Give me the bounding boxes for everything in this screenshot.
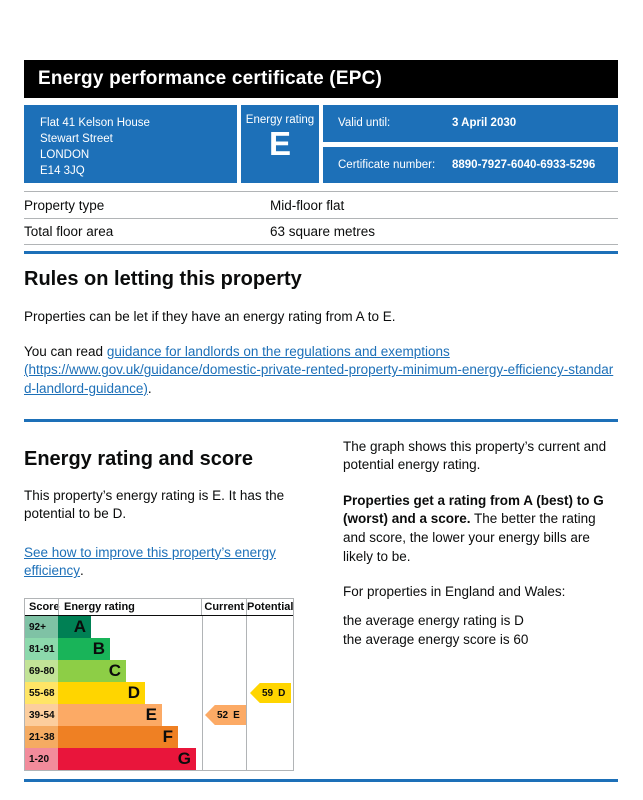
page-banner: Energy performance certificate (EPC) bbox=[24, 60, 618, 98]
floor-area-label: Total floor area bbox=[24, 224, 114, 239]
chart-body: 92+ A 81-91 B 69-80 C 55-68 bbox=[25, 616, 293, 770]
band-row-a: 92+ A bbox=[25, 616, 202, 638]
band-bar-c: C bbox=[58, 660, 126, 682]
band-bar-e: E bbox=[58, 704, 162, 726]
certificate-number-label: Certificate number: bbox=[338, 158, 436, 171]
page-title: Energy performance certificate (EPC) bbox=[38, 68, 383, 89]
chart-header-rating: Energy rating bbox=[58, 599, 201, 615]
certificate-number-box: Certificate number: 8890-7927-6040-6933-… bbox=[323, 146, 618, 183]
rules-heading: Rules on letting this property bbox=[24, 268, 302, 290]
guidance-prefix: You can read bbox=[24, 343, 107, 359]
certificate-number-value: 8890-7927-6040-6933-5296 bbox=[452, 158, 596, 171]
address-line-1: Flat 41 Kelson House bbox=[40, 117, 150, 129]
band-bar-f: F bbox=[58, 726, 178, 748]
rating-section: Energy rating and score This property’s … bbox=[24, 434, 618, 772]
property-address: Flat 41 Kelson House Stewart Street LOND… bbox=[24, 105, 237, 183]
chart-header-current: Current bbox=[201, 599, 246, 615]
chart-header-score: Score bbox=[29, 601, 60, 613]
potential-rating-marker: 59 D bbox=[250, 683, 291, 703]
energy-rating-value: E bbox=[268, 125, 291, 162]
current-score: 52 bbox=[217, 709, 229, 721]
band-score-range: 69-80 bbox=[25, 660, 58, 682]
valid-until-label: Valid until: bbox=[338, 117, 391, 130]
property-type-value: Mid-floor flat bbox=[270, 197, 345, 213]
rating-right-column: The graph shows this property’s current … bbox=[343, 434, 618, 772]
band-row-b: 81-91 B bbox=[25, 638, 202, 660]
rules-paragraph: Properties can be let if they have an en… bbox=[24, 309, 396, 324]
section-divider bbox=[24, 251, 618, 254]
band-score-range: 21-38 bbox=[25, 726, 58, 748]
rating-heading: Energy rating and score bbox=[24, 447, 253, 470]
band-score-range: 1-20 bbox=[25, 748, 58, 770]
table-row: Total floor area 63 square metres bbox=[24, 218, 618, 245]
band-bar-b: B bbox=[58, 638, 110, 660]
energy-rating-box: Energy rating E bbox=[241, 105, 319, 183]
section-divider bbox=[24, 418, 618, 422]
band-bar-d: D bbox=[58, 682, 145, 704]
rating-explanation-rest: The better the rating and score, the low… bbox=[343, 511, 596, 564]
validity-column: Valid until: 3 April 2030 Certificate nu… bbox=[323, 105, 618, 183]
rating-bands: 92+ A 81-91 B 69-80 C 55-68 bbox=[25, 616, 202, 770]
chart-header-potential: Potential bbox=[246, 599, 294, 615]
band-row-g: 1-20 G bbox=[25, 748, 202, 770]
potential-score: 59 bbox=[262, 687, 274, 699]
chart-header-row: Score Energy rating Current Potential bbox=[25, 599, 293, 616]
band-row-f: 21-38 F bbox=[25, 726, 202, 748]
band-score-range: 39-54 bbox=[25, 704, 58, 726]
table-row: Property type Mid-floor flat bbox=[24, 191, 618, 218]
band-row-e: 39-54 E bbox=[25, 704, 202, 726]
property-facts-table: Property type Mid-floor flat Total floor… bbox=[24, 191, 618, 245]
address-line-3: LONDON bbox=[40, 149, 90, 162]
valid-until-value: 3 April 2030 bbox=[452, 117, 517, 130]
landlord-guidance-url-link[interactable]: (https://www.gov.uk/guidance/domestic-pr… bbox=[24, 362, 614, 396]
rules-section: Rules on letting this property Propertie… bbox=[24, 268, 618, 399]
current-rating-marker: 52 E bbox=[205, 705, 246, 725]
average-score-line: the average energy score is 60 bbox=[343, 631, 529, 647]
epc-rating-chart: Score Energy rating Current Potential 92… bbox=[24, 598, 294, 771]
band-row-d: 55-68 D bbox=[25, 682, 202, 704]
band-bar-g: G bbox=[58, 748, 196, 770]
current-column bbox=[201, 616, 247, 770]
landlord-guidance-link[interactable]: guidance for landlords on the regulation… bbox=[106, 343, 450, 359]
improve-efficiency-link[interactable]: See how to improve this property’s energ… bbox=[24, 544, 276, 579]
guidance-suffix: . bbox=[147, 380, 152, 396]
potential-band: D bbox=[278, 687, 286, 699]
rules-guidance-paragraph: You can read guidance for landlords on t… bbox=[24, 343, 618, 399]
graph-description: The graph shows this property’s current … bbox=[343, 438, 607, 473]
certificate-summary: Flat 41 Kelson House Stewart Street LOND… bbox=[24, 105, 618, 183]
rating-left-column: Energy rating and score This property’s … bbox=[24, 434, 325, 771]
potential-column bbox=[246, 616, 293, 770]
average-stats: the average energy rating is D the avera… bbox=[343, 612, 618, 649]
section-divider bbox=[24, 779, 618, 782]
band-row-c: 69-80 C bbox=[25, 660, 202, 682]
band-score-range: 81-91 bbox=[25, 638, 58, 660]
rating-intro: This property’s energy rating is E. It h… bbox=[24, 487, 285, 522]
address-line-2: Stewart Street bbox=[40, 133, 113, 146]
improve-suffix: . bbox=[80, 563, 84, 579]
rating-explanation: Properties get a rating from A (best) to… bbox=[343, 492, 618, 567]
address-line-4: E14 3JQ bbox=[40, 165, 85, 178]
floor-area-value: 63 square metres bbox=[270, 224, 376, 239]
valid-until-box: Valid until: 3 April 2030 bbox=[323, 105, 618, 142]
property-type-label: Property type bbox=[24, 197, 105, 213]
energy-rating-label: Energy rating bbox=[245, 114, 315, 126]
band-bar-a: A bbox=[58, 616, 91, 638]
epc-page: Energy performance certificate (EPC) Fla… bbox=[24, 60, 618, 782]
band-score-range: 55-68 bbox=[25, 682, 58, 704]
current-band: E bbox=[233, 709, 240, 721]
band-score-range: 92+ bbox=[25, 616, 58, 638]
average-rating-line: the average energy rating is D bbox=[343, 612, 524, 628]
england-wales-label: For properties in England and Wales: bbox=[343, 584, 566, 600]
rating-explanation-bold: Properties get a rating from A (best) to… bbox=[343, 492, 604, 527]
improve-paragraph: See how to improve this property’s energ… bbox=[24, 544, 325, 581]
